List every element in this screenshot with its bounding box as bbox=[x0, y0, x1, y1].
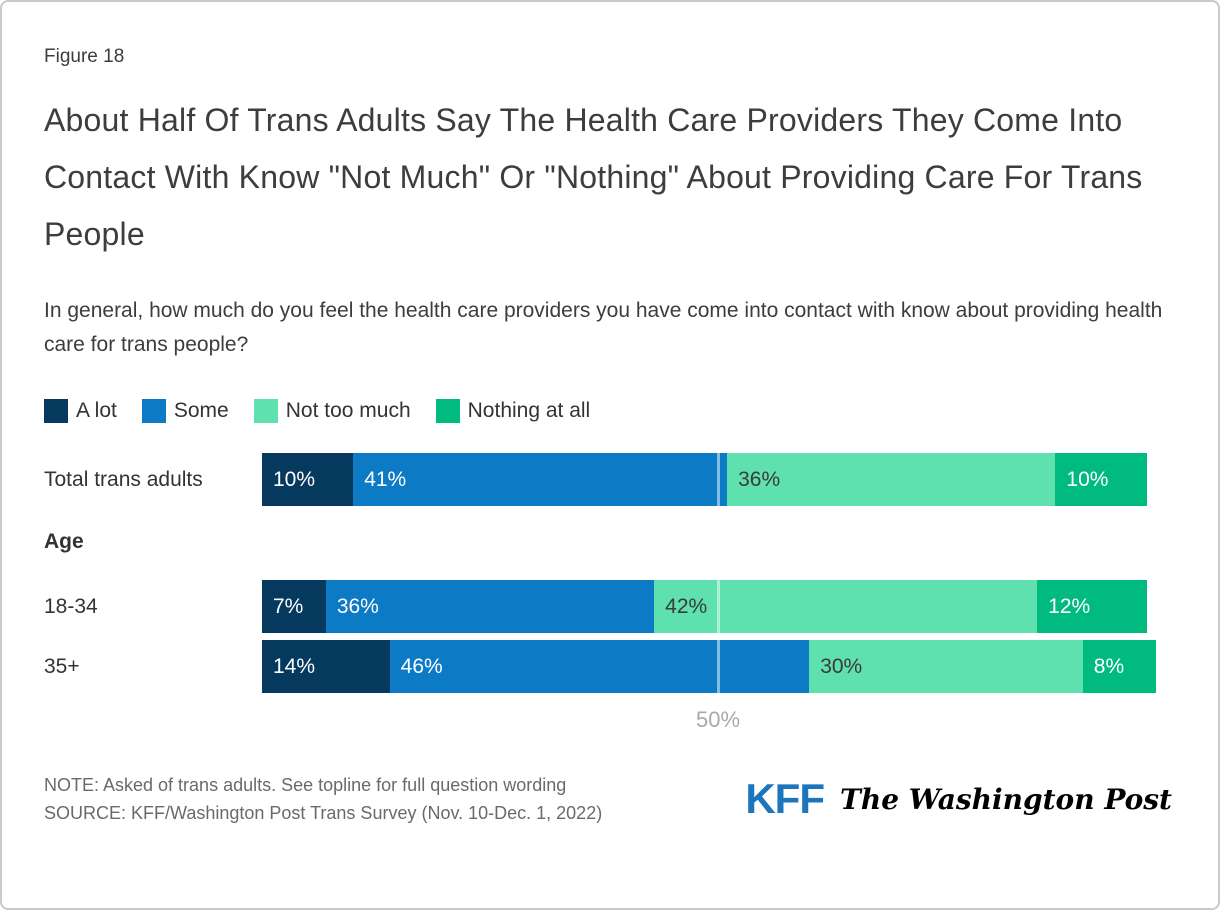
bar-segment: 8% bbox=[1082, 640, 1156, 693]
segment-value-label: 42% bbox=[665, 594, 708, 618]
bar-segment: 42% bbox=[654, 580, 1038, 633]
segment-value-label: 12% bbox=[1048, 594, 1091, 618]
note-text: NOTE: Asked of trans adults. See topline… bbox=[44, 775, 567, 795]
segment-value-label: 30% bbox=[820, 654, 863, 678]
legend-label: Nothing at all bbox=[467, 399, 591, 422]
bar-segment: 7% bbox=[262, 580, 326, 633]
chart-row: 35+ 14% 46% 30% 8% bbox=[44, 640, 1176, 693]
row-label: Total trans adults bbox=[44, 467, 203, 491]
legend-item: Nothing at all bbox=[435, 399, 591, 423]
legend-item: Some bbox=[141, 399, 229, 423]
segment-value-label: 7% bbox=[273, 594, 304, 618]
segment-value-label: 8% bbox=[1093, 654, 1125, 678]
chart-title: About Half Of Trans Adults Say The Healt… bbox=[44, 102, 1143, 252]
bar-segment: 36% bbox=[325, 580, 655, 633]
segment-value-label: 46% bbox=[400, 654, 443, 678]
bar-segment: 46% bbox=[389, 640, 810, 693]
legend: A lot Some Not too much Nothing at all bbox=[44, 399, 1176, 423]
logos: KFF The Washington Post bbox=[745, 778, 1176, 820]
segment-value-label: 36% bbox=[738, 467, 781, 491]
legend-swatch-icon bbox=[435, 399, 460, 423]
bar-segment: 41% bbox=[353, 453, 728, 506]
stacked-bar: 10% 41% 36% 10% bbox=[262, 453, 1174, 506]
segment-value-label: 10% bbox=[1066, 467, 1109, 491]
bar-segment: 10% bbox=[1055, 453, 1147, 506]
bar-segment: 12% bbox=[1037, 580, 1147, 633]
x-axis: 50% bbox=[44, 707, 1176, 733]
chart-rows: Total trans adults 10% 41% 36% 10% Age 18-34 7%… bbox=[44, 453, 1176, 693]
bar-segment: 30% bbox=[809, 640, 1083, 693]
legend-label: Some bbox=[173, 399, 229, 422]
kff-logo: KFF bbox=[745, 775, 825, 822]
source-text: SOURCE: KFF/Washington Post Trans Survey… bbox=[44, 803, 603, 823]
legend-item: A lot bbox=[44, 399, 117, 423]
stacked-bar: 14% 46% 30% 8% bbox=[262, 640, 1174, 693]
section-header: Age bbox=[44, 530, 84, 553]
row-label: 35+ bbox=[44, 654, 80, 678]
row-label: 18-34 bbox=[44, 594, 98, 618]
chart-row: 18-34 7% 36% 42% 12% bbox=[44, 580, 1176, 633]
segment-value-label: 14% bbox=[273, 654, 316, 678]
axis-tick-50: 50% bbox=[695, 707, 741, 732]
bar-segment: 10% bbox=[262, 453, 354, 506]
legend-swatch-icon bbox=[253, 399, 278, 423]
bar-segment: 36% bbox=[727, 453, 1056, 506]
stacked-bar: 7% 36% 42% 12% bbox=[262, 580, 1174, 633]
segment-value-label: 41% bbox=[364, 467, 407, 491]
legend-label: Not too much bbox=[285, 399, 411, 422]
segment-value-label: 10% bbox=[273, 467, 316, 491]
figure-label: Figure 18 bbox=[44, 46, 125, 67]
legend-label: A lot bbox=[76, 399, 117, 422]
chart-subtitle: In general, how much do you feel the hea… bbox=[44, 299, 1163, 356]
legend-item: Not too much bbox=[253, 399, 411, 423]
footer-notes: NOTE: Asked of trans adults. See topline… bbox=[44, 771, 602, 827]
washington-post-logo: The Washington Post bbox=[840, 782, 1172, 816]
footer: NOTE: Asked of trans adults. See topline… bbox=[44, 771, 1176, 827]
segment-value-label: 36% bbox=[336, 594, 379, 618]
bar-segment: 14% bbox=[262, 640, 390, 693]
legend-swatch-icon bbox=[141, 399, 166, 423]
chart-row: Total trans adults 10% 41% 36% 10% bbox=[44, 453, 1176, 506]
legend-swatch-icon bbox=[44, 399, 68, 423]
